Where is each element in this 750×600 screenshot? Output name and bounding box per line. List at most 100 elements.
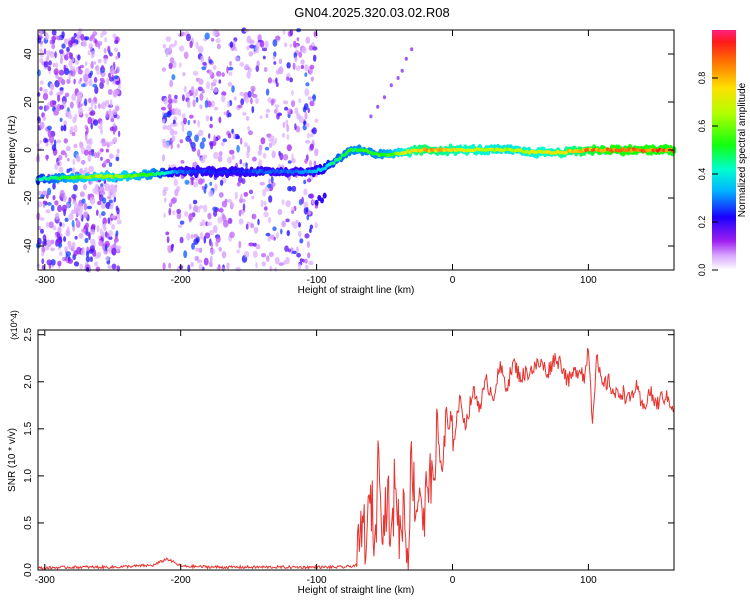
noise-point [63,64,67,72]
noise-point [100,183,104,188]
noise-point [44,32,49,41]
noise-point [262,152,267,159]
noise-point [281,220,286,228]
noise-point [104,37,107,43]
noise-point [85,61,88,66]
noise-point [186,100,191,108]
noise-point [116,66,120,74]
noise-point [161,67,166,72]
noise-point [218,192,224,198]
noise-point [50,204,55,212]
noise-point [306,240,310,249]
noise-point [301,196,304,204]
snr-x-axis: -300 -200 -100 0 100 [35,330,597,586]
noise-point [309,228,312,234]
noise-point [307,209,312,216]
noise-point [41,112,45,118]
noise-point [56,139,62,144]
noise-point [197,248,201,253]
noise-point [58,251,63,257]
noise-point [113,238,117,245]
noise-point [194,134,199,143]
noise-point [100,79,106,84]
noise-point [107,265,112,269]
noise-point [68,60,73,68]
noise-point [204,183,208,190]
noise-point [84,133,88,141]
noise-point [297,230,302,238]
y-tick-label: 20 [23,96,34,108]
noise-point [112,33,117,39]
noise-point [226,262,230,270]
noise-point [181,125,185,132]
noise-point [71,241,76,250]
track-point [314,169,319,174]
noise-point [310,76,314,82]
noise-point [162,44,167,49]
noise-point [108,72,111,79]
noise-point [74,203,79,212]
noise-point [227,81,233,87]
noise-point [91,223,96,230]
noise-point [72,158,76,166]
noise-point [41,258,45,265]
noise-point [185,135,191,142]
noise-point [227,217,233,224]
noise-point [213,225,218,233]
noise-point [191,177,194,186]
noise-point [194,256,199,261]
noise-point [297,263,302,270]
noise-point [291,221,296,226]
noise-point [261,261,266,267]
noise-point [84,149,89,156]
noise-point [171,74,176,81]
noise-point [193,238,199,245]
noise-point [199,93,204,101]
noise-point [289,77,293,83]
noise-point [95,266,101,272]
noise-point [105,148,109,153]
noise-point [183,85,187,93]
noise-point [263,66,268,73]
noise-point [238,218,244,225]
noise-point [276,113,280,120]
noise-point [291,206,295,212]
noise-point [117,84,121,89]
noise-point [192,181,199,188]
noise-point [47,65,52,72]
noise-point [116,148,120,154]
snr-y-axis: 0.0 0.5 1.0 1.5 2.0 2.5 [23,327,674,577]
noise-point [46,221,50,228]
noise-point [203,257,209,266]
noise-point [299,258,304,263]
noise-point [112,128,116,135]
noise-point [288,186,292,192]
noise-point [305,207,309,213]
noise-point [71,209,75,214]
noise-point [195,41,199,50]
noise-point [195,88,199,97]
noise-point [291,100,295,108]
noise-point [108,141,114,146]
noise-point [217,155,223,163]
noise-point [74,113,77,121]
noise-point [73,143,78,149]
noise-point [59,56,63,65]
noise-point [274,104,280,108]
noise-point [90,228,95,235]
noise-point [174,39,178,47]
noise-point [61,31,65,39]
noise-point [86,250,90,258]
noise-point [192,99,196,108]
noise-point [90,62,94,69]
noise-point [115,205,119,211]
noise-point [99,213,102,219]
noise-point [58,242,63,248]
noise-point [100,201,106,209]
noise-point [217,216,223,224]
noise-point [289,43,293,48]
x-tick-label: 0 [450,275,456,286]
noise-point [68,243,72,250]
noise-point [96,68,100,76]
noise-point [93,151,97,159]
